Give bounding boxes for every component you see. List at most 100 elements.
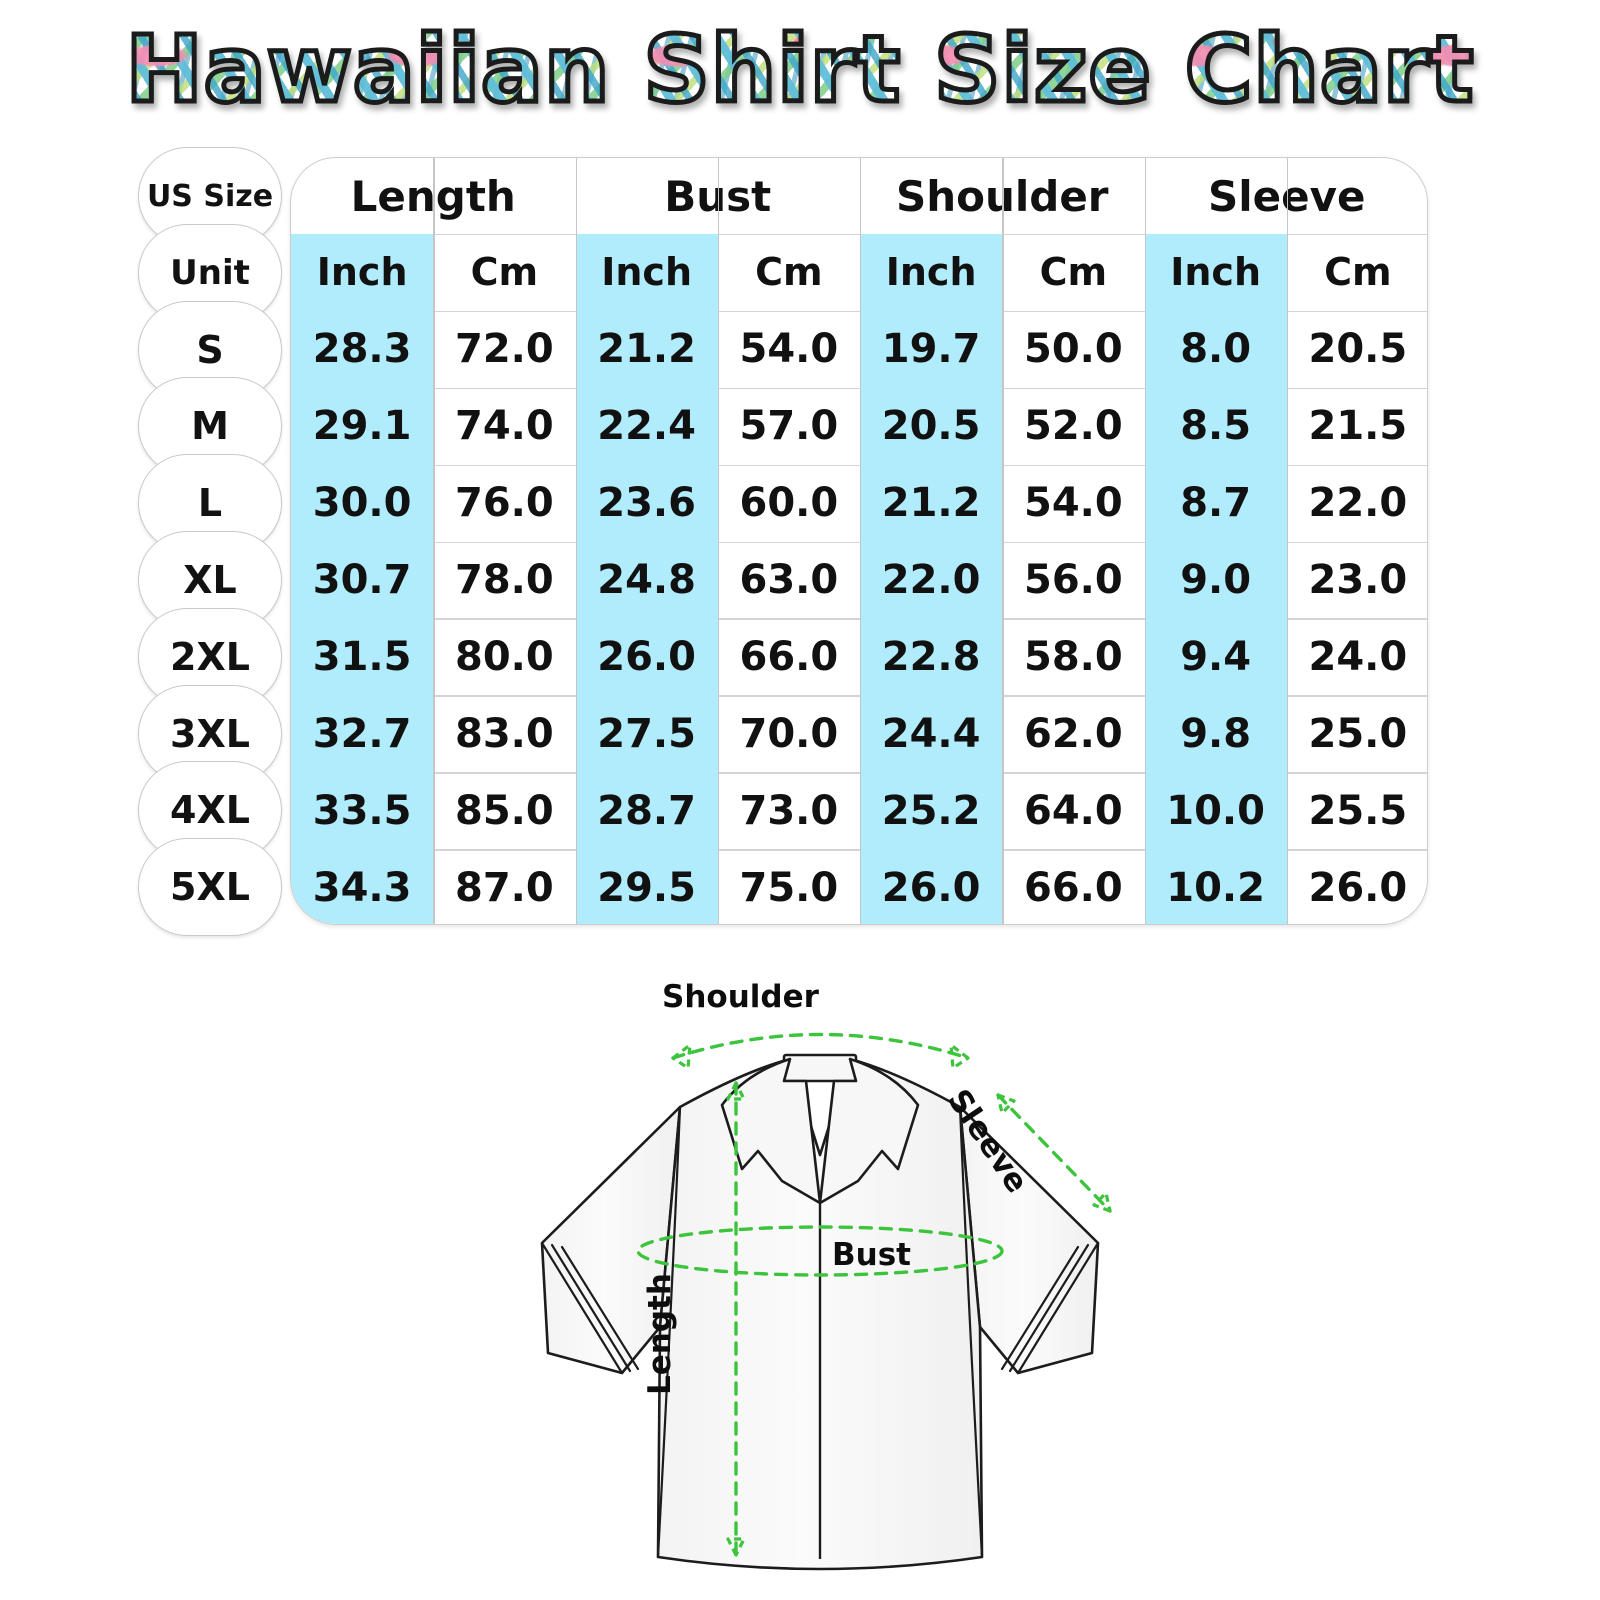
column-divider bbox=[1286, 158, 1289, 924]
data-cell: 30.7 bbox=[291, 541, 434, 619]
sleeve-cuff-detail bbox=[540, 1241, 1100, 1375]
data-cell: 29.1 bbox=[291, 387, 434, 465]
measurements-block: Length Bust Shoulder Sleeve Inch 28.3 29.1 30.0… bbox=[290, 157, 1428, 925]
data-cell: 33.5 bbox=[291, 772, 434, 850]
data-cell: 21.2 bbox=[575, 310, 718, 388]
data-cell: 9.4 bbox=[1144, 618, 1287, 696]
data-cell: 25.2 bbox=[860, 772, 1003, 850]
row-divider bbox=[291, 234, 1427, 236]
length-arrow-top-icon bbox=[726, 1081, 746, 1101]
shoulder-seam bbox=[656, 1106, 984, 1558]
shoulder-label: Shoulder bbox=[662, 979, 819, 1015]
data-cell: 19.7 bbox=[860, 310, 1003, 388]
unit-cell-length_in: Inch bbox=[291, 234, 434, 311]
data-cell: 78.0 bbox=[455, 556, 554, 603]
data-cell: 80.0 bbox=[455, 633, 554, 680]
column-divider bbox=[433, 158, 435, 924]
data-cell: 29.5 bbox=[575, 849, 718, 924]
data-cell: 22.8 bbox=[860, 618, 1003, 696]
collar bbox=[720, 1053, 920, 1205]
unit-cell-length_cm: Cm bbox=[470, 250, 539, 295]
row-divider bbox=[291, 310, 1427, 313]
row-divider bbox=[291, 849, 1427, 851]
length-arrow-bottom-icon bbox=[726, 1537, 746, 1557]
row-divider bbox=[291, 772, 1427, 774]
size-cell-5xl: 5XL bbox=[138, 838, 282, 937]
unit-cell-sleeve_in: Inch bbox=[1144, 234, 1287, 311]
data-cell: 9.8 bbox=[1144, 695, 1287, 773]
data-cell: 56.0 bbox=[1024, 556, 1123, 603]
column-divider bbox=[1002, 158, 1004, 924]
data-cell: 72.0 bbox=[455, 326, 554, 373]
data-cell: 24.8 bbox=[575, 541, 718, 619]
data-cell: 28.3 bbox=[291, 310, 434, 388]
column-divider bbox=[860, 158, 862, 924]
data-cell: 83.0 bbox=[455, 710, 554, 757]
data-cell: 54.0 bbox=[1024, 480, 1123, 527]
shirt-diagram: Shoulder Sleeve Bust Length bbox=[490, 955, 1150, 1590]
unit-cell-shoulder_cm: Cm bbox=[1039, 250, 1108, 295]
data-cell: 31.5 bbox=[291, 618, 434, 696]
size-column: US Size Unit S M L XL 2XL 3XL 4XL 5XL bbox=[138, 147, 282, 937]
sleeve-arrow-top-icon bbox=[996, 1093, 1016, 1115]
unit-cell-bust_in: Inch bbox=[575, 234, 718, 311]
data-cell: 75.0 bbox=[739, 864, 839, 911]
data-cell: 85.0 bbox=[455, 787, 554, 834]
data-cell: 66.0 bbox=[739, 633, 839, 680]
data-cell: 25.0 bbox=[1308, 710, 1408, 757]
data-cell: 10.2 bbox=[1144, 849, 1287, 924]
data-cell: 8.5 bbox=[1144, 387, 1287, 465]
row-divider bbox=[291, 464, 1427, 467]
shoulder-measure-line bbox=[671, 1032, 970, 1060]
data-cell: 25.5 bbox=[1308, 787, 1408, 834]
column-divider bbox=[1144, 158, 1146, 924]
group-divider bbox=[860, 158, 862, 234]
data-cell: 8.0 bbox=[1144, 310, 1287, 388]
data-cell: 9.0 bbox=[1144, 541, 1287, 619]
data-cell: 21.5 bbox=[1308, 403, 1408, 450]
shoulder-arrow-left-icon bbox=[671, 1043, 692, 1070]
row-divider bbox=[291, 695, 1427, 697]
unit-cell-bust_cm: Cm bbox=[755, 250, 823, 295]
data-cell: 20.5 bbox=[1308, 326, 1408, 373]
column-divider bbox=[717, 158, 720, 924]
data-cell: 28.7 bbox=[575, 772, 718, 850]
data-cell: 22.0 bbox=[1308, 480, 1408, 527]
group-divider bbox=[575, 158, 577, 234]
unit-cell-shoulder_in: Inch bbox=[860, 234, 1003, 311]
page-title-container: Hawaiian Shirt Size Chart bbox=[0, 19, 1600, 120]
row-divider bbox=[291, 541, 1427, 543]
data-cell: 60.0 bbox=[739, 480, 839, 527]
data-cell: 24.4 bbox=[860, 695, 1003, 773]
data-cell: 58.0 bbox=[1024, 633, 1123, 680]
group-header-shoulder: Shoulder bbox=[895, 171, 1109, 221]
group-header-sleeve: Sleeve bbox=[1208, 171, 1366, 221]
data-cell: 10.0 bbox=[1144, 772, 1287, 850]
data-cell: 87.0 bbox=[455, 864, 554, 911]
measurement-grid: Length Bust Shoulder Sleeve Inch 28.3 29.1 30.0… bbox=[291, 158, 1427, 924]
data-cell: 26.0 bbox=[575, 618, 718, 696]
group-divider bbox=[1144, 158, 1146, 234]
shirt-illustration bbox=[540, 1032, 1112, 1571]
data-cell: 73.0 bbox=[739, 787, 839, 834]
size-cell-3xl: 3XL bbox=[138, 684, 282, 783]
data-cell: 76.0 bbox=[455, 480, 554, 527]
data-cell: 54.0 bbox=[739, 326, 839, 373]
data-cell: 70.0 bbox=[739, 710, 839, 757]
bust-label: Bust bbox=[832, 1237, 911, 1273]
data-cell: 34.3 bbox=[291, 849, 434, 924]
size-cell-xl: XL bbox=[138, 531, 282, 629]
unit-cell-sleeve_cm: Cm bbox=[1324, 250, 1392, 295]
data-cell: 66.0 bbox=[1024, 864, 1123, 911]
data-cell: 22.4 bbox=[575, 387, 718, 465]
group-header-length: Length bbox=[350, 171, 516, 221]
data-cell: 21.2 bbox=[860, 464, 1003, 542]
row-divider bbox=[291, 387, 1427, 390]
data-cell: 30.0 bbox=[291, 464, 434, 542]
size-table: US Size Unit S M L XL 2XL 3XL 4XL 5XL Length Bust S… bbox=[138, 147, 1428, 937]
data-cell: 74.0 bbox=[455, 403, 554, 450]
length-label: Length bbox=[642, 1273, 678, 1395]
data-cell: 50.0 bbox=[1024, 326, 1123, 373]
shoulder-arrow-right-icon bbox=[949, 1043, 970, 1070]
